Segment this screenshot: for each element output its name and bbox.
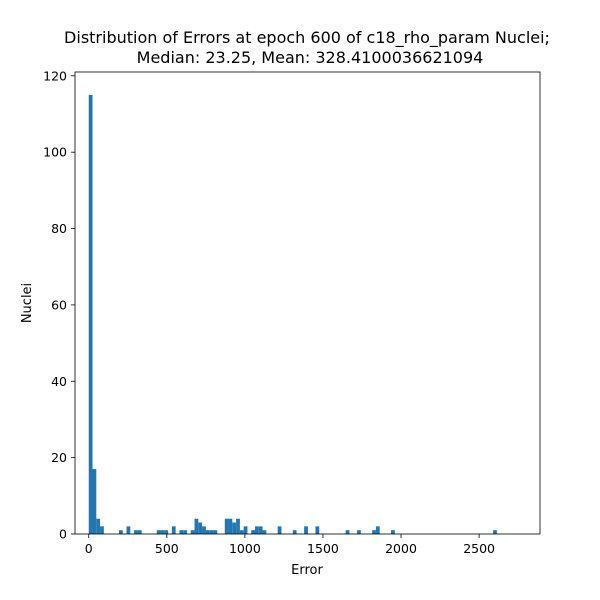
plot-area-frame: [75, 72, 540, 534]
histogram-bar-20: [213, 530, 217, 534]
histogram-bar-33: [304, 526, 308, 534]
histogram-bar-39: [391, 530, 395, 534]
histogram-bar-29: [259, 526, 263, 534]
histogram-bar-10: [164, 530, 168, 534]
histogram-bar-30: [263, 530, 267, 534]
histogram-bar-2: [96, 519, 100, 534]
y-axis-label: Nuclei: [20, 283, 35, 323]
x-tick-label-1: 500: [155, 541, 179, 556]
histogram-bar-1: [93, 469, 97, 534]
histogram-bars: [89, 95, 497, 534]
histogram-bar-37: [372, 530, 376, 534]
histogram-bar-5: [127, 526, 131, 534]
x-axis-ticks: 0 500 1000 1500 2000 2500: [85, 534, 495, 556]
y-tick-label-3: 60: [51, 297, 67, 312]
histogram-bar-12: [179, 530, 183, 534]
chart-title-line-1: Distribution of Errors at epoch 600 of c…: [64, 28, 550, 48]
y-tick-label-4: 80: [51, 221, 67, 236]
x-tick-label-2: 1000: [229, 541, 261, 556]
histogram-bar-4: [119, 530, 123, 534]
y-tick-label-5: 100: [43, 145, 67, 160]
x-tick-label-4: 2000: [385, 541, 417, 556]
y-tick-label-6: 120: [43, 68, 67, 83]
histogram-bar-9: [161, 530, 165, 534]
histogram-bar-3: [100, 526, 104, 534]
histogram-bar-40: [493, 530, 497, 534]
histogram-bar-11: [172, 526, 176, 534]
histogram-bar-16: [198, 523, 202, 534]
histogram-bar-21: [225, 519, 229, 534]
histogram-bar-19: [210, 530, 214, 534]
histogram-bar-13: [183, 530, 187, 534]
histogram-bar-32: [293, 530, 297, 534]
histogram-bar-25: [240, 530, 244, 534]
histogram-bar-0: [89, 95, 93, 534]
histogram-bar-26: [244, 526, 248, 534]
y-axis-ticks: 0 20 40 60 80 100 120: [43, 68, 75, 541]
histogram-bar-27: [251, 530, 255, 534]
x-tick-label-0: 0: [85, 541, 93, 556]
y-tick-label-2: 40: [51, 374, 67, 389]
x-tick-label-5: 2500: [463, 541, 495, 556]
histogram-bar-18: [206, 530, 210, 534]
histogram-bar-14: [191, 530, 195, 534]
histogram-bar-17: [202, 526, 206, 534]
histogram-bar-28: [255, 526, 259, 534]
histogram-bar-22: [229, 519, 233, 534]
histogram-bar-24: [236, 519, 240, 534]
histogram-bar-38: [376, 526, 380, 534]
histogram-bar-34: [315, 526, 319, 534]
histogram-bar-23: [232, 523, 236, 534]
histogram-bar-6: [134, 530, 138, 534]
histogram-bar-35: [346, 530, 350, 534]
histogram-bar-15: [195, 519, 199, 534]
histogram-bar-36: [357, 530, 361, 534]
chart-title-line-2: Median: 23.25, Mean: 328.4100036621094: [137, 48, 484, 67]
histogram-bar-8: [157, 530, 161, 534]
y-tick-label-1: 20: [51, 450, 67, 465]
histogram-bar-31: [278, 526, 282, 534]
histogram-bar-7: [138, 530, 142, 534]
y-tick-label-0: 0: [59, 527, 67, 542]
x-axis-label: Error: [291, 563, 323, 578]
x-tick-label-3: 1500: [307, 541, 339, 556]
